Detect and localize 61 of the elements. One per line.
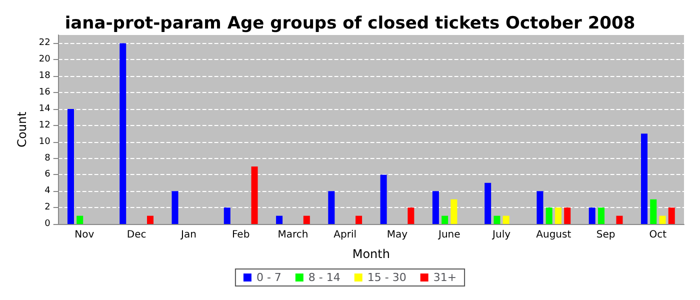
bar <box>356 216 362 224</box>
bar <box>494 216 500 224</box>
x-tick-label: May <box>386 230 408 240</box>
bar <box>276 216 283 224</box>
y-tick-label: 8 <box>44 153 51 164</box>
bar <box>442 216 448 224</box>
legend-label: 8 - 14 <box>308 271 340 284</box>
legend-label: 0 - 7 <box>256 271 282 284</box>
x-tick-label: August <box>536 230 572 240</box>
x-tick-label: April <box>334 230 357 240</box>
x-tick-label: Sep <box>596 230 616 240</box>
x-tick-label: Dec <box>126 230 146 240</box>
bar <box>251 166 258 224</box>
bar <box>588 208 596 224</box>
bar <box>172 191 178 224</box>
y-tick-label: 16 <box>38 88 51 98</box>
bar <box>224 208 230 224</box>
bar <box>546 208 552 224</box>
bar <box>616 216 623 224</box>
bar <box>146 216 154 224</box>
x-tick-label: July <box>492 230 511 240</box>
bar <box>328 191 335 224</box>
bar <box>564 208 571 224</box>
y-tick-label: 14 <box>38 104 51 114</box>
x-tick-label: March <box>278 230 308 240</box>
chart-title: iana-prot-param Age groups of closed tickets October 2008 <box>64 14 636 34</box>
bar <box>380 174 387 224</box>
bar <box>432 191 439 224</box>
y-tick-label: 22 <box>38 38 50 48</box>
bar <box>554 208 562 224</box>
bar <box>598 208 604 224</box>
legend-label: 31+ <box>433 271 457 284</box>
bar <box>659 216 666 224</box>
y-tick-label: 12 <box>38 120 50 130</box>
y-tick-label: 4 <box>44 186 51 196</box>
x-axis-title: Month <box>352 247 390 261</box>
x-tick-label: Jan <box>180 230 196 240</box>
bar <box>640 134 648 224</box>
y-axis-title: Count <box>15 111 29 148</box>
x-tick-label: Feb <box>232 230 250 240</box>
y-tick-label: 2 <box>44 202 50 213</box>
bar <box>303 216 310 224</box>
bar <box>536 191 544 224</box>
x-tick-label: June <box>437 230 460 240</box>
y-tick-label: 18 <box>38 71 51 82</box>
y-tick-label: 20 <box>38 54 51 65</box>
x-tick-label: Nov <box>74 230 94 240</box>
bar <box>668 208 675 224</box>
y-tick-label: 0 <box>44 219 51 229</box>
x-tick-label: Oct <box>649 230 667 240</box>
bar <box>450 199 458 224</box>
bar <box>408 208 414 224</box>
bar <box>67 108 74 224</box>
bar <box>484 182 492 224</box>
y-tick-label: 10 <box>38 136 51 147</box>
bar <box>650 199 657 224</box>
bar <box>120 43 126 224</box>
y-tick-label: 6 <box>44 170 51 180</box>
legend-label: 15 - 30 <box>367 271 406 284</box>
bar <box>76 216 84 224</box>
bar <box>502 216 510 224</box>
